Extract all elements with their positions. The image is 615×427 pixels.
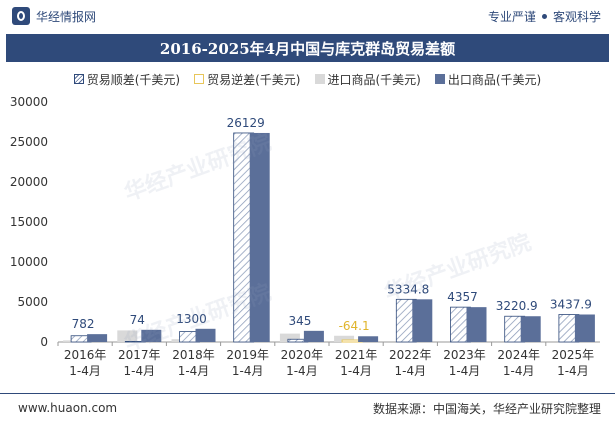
export-bar: [195, 328, 216, 342]
footer-website: www.huaon.com: [18, 401, 118, 415]
y-tick-label: 10000: [10, 255, 48, 269]
balance-data-label: 1300: [176, 312, 207, 326]
legend-swatch-deficit: [194, 74, 205, 84]
legend-label-exports: 出口商品(千美元): [447, 72, 542, 87]
legend-item-deficit: 贸易逆差(千美元): [194, 68, 301, 90]
bar-chart: 0 5000 10000 15000 20000 25000 30000 782 2016年 1-…: [10, 95, 600, 378]
export-bar: [574, 314, 595, 342]
export-bar: [466, 307, 487, 342]
legend-label-deficit: 贸易逆差(千美元): [207, 72, 301, 87]
import-bar: [334, 335, 355, 342]
legend-item-surplus: 贸易顺差(千美元): [73, 68, 181, 90]
y-tick-label: 15000: [10, 215, 48, 229]
tagline: 专业严谨 客观科学: [488, 8, 615, 25]
import-bar: [279, 333, 300, 342]
y-tick-label: 20000: [10, 175, 48, 189]
brand: 华经情报网: [0, 7, 96, 25]
x-tick-label: 2019年: [226, 348, 269, 362]
balance-data-label: 3220.9: [496, 299, 538, 313]
chart-title: 2016-2025年4月中国与库克群岛贸易差额: [6, 34, 609, 62]
legend-label-surplus: 贸易顺差(千美元): [86, 72, 181, 87]
chart-legend: 贸易顺差(千美元) 贸易逆差(千美元) 进口商品(千美元) 出口商品(千美元): [0, 68, 615, 90]
footer-source: 数据来源：中国海关，华经产业研究院整理: [372, 401, 601, 416]
x-tick-label: 1-4月: [557, 364, 589, 378]
export-bar: [520, 316, 541, 342]
footer: www.huaon.com 数据来源：中国海关，华经产业研究院整理: [0, 393, 615, 422]
export-bar: [303, 330, 324, 342]
brand-logo-icon: [12, 7, 30, 25]
balance-data-label: 782: [72, 317, 95, 331]
x-tick-label: 2020年: [281, 348, 324, 362]
export-bar: [358, 336, 379, 342]
x-tick-label: 2016年: [64, 348, 107, 362]
legend-item-exports: 出口商品(千美元): [434, 68, 542, 90]
x-tick-label: 1-4月: [503, 364, 535, 378]
x-tick-label: 1-4月: [449, 364, 481, 378]
x-tick-label: 2022年: [389, 348, 432, 362]
balance-data-label: 4357: [447, 290, 478, 304]
x-tick-label: 2021年: [335, 348, 378, 362]
bullet-icon: [541, 13, 547, 19]
x-tick-label: 2025年: [552, 348, 595, 362]
y-tick-label: 5000: [17, 295, 48, 309]
x-tick-label: 1-4月: [286, 364, 318, 378]
x-tick-label: 2024年: [497, 348, 540, 362]
balance-data-label: 5334.8: [387, 282, 429, 296]
legend-swatch-surplus: [73, 74, 84, 84]
balance-data-label: 345: [288, 314, 311, 328]
tagline-left: 专业严谨: [487, 9, 536, 24]
x-tick-label: 2018年: [172, 348, 215, 362]
x-tick-label: 1-4月: [394, 364, 426, 378]
x-tick-label: 1-4月: [178, 364, 210, 378]
y-tick-label: 25000: [10, 135, 48, 149]
brand-name: 华经情报网: [36, 9, 97, 24]
x-tick-label: 2017年: [118, 348, 161, 362]
tagline-right: 客观科学: [552, 9, 601, 24]
balance-data-label: 74: [130, 313, 145, 327]
y-tick-label: 0: [40, 335, 48, 349]
legend-item-imports: 进口商品(千美元): [314, 68, 421, 90]
legend-label-imports: 进口商品(千美元): [327, 72, 421, 87]
import-bar: [117, 330, 138, 342]
legend-swatch-imports: [314, 74, 325, 84]
top-bar: 华经情报网 专业严谨 客观科学: [0, 0, 615, 32]
y-tick-label: 30000: [10, 95, 48, 109]
x-tick-label: 1-4月: [123, 364, 155, 378]
export-bar: [249, 132, 270, 342]
balance-data-label: -64.1: [339, 319, 370, 333]
legend-swatch-exports: [434, 74, 445, 84]
x-tick-label: 1-4月: [69, 364, 101, 378]
export-bar: [87, 334, 108, 342]
x-tick-label: 1-4月: [340, 364, 372, 378]
export-bar: [141, 329, 162, 342]
export-bar: [412, 299, 433, 342]
x-tick-label: 1-4月: [232, 364, 264, 378]
x-tick-label: 2023年: [443, 348, 486, 362]
balance-data-label: 3437.9: [550, 297, 592, 311]
balance-data-label: 26129: [227, 116, 265, 130]
